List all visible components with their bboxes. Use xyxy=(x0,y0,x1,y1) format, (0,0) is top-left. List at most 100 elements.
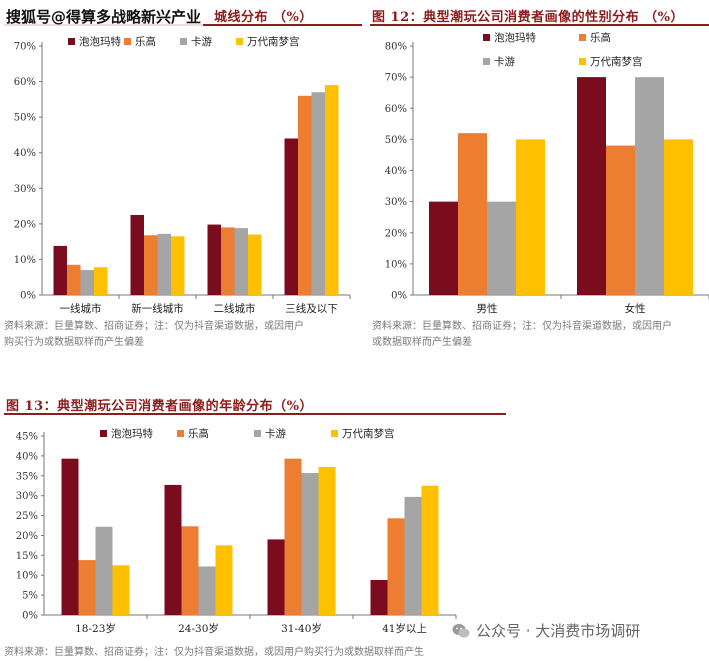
bar-1-4 xyxy=(94,267,108,295)
bar-1-1 xyxy=(429,201,458,295)
x-category-label: 女性 xyxy=(625,302,646,315)
legend-swatch xyxy=(177,430,184,437)
legend-label: 乐高 xyxy=(590,31,611,44)
y-tick-label: 0% xyxy=(20,291,36,302)
y-tick-label: 50% xyxy=(385,135,407,146)
bar-3-2 xyxy=(221,227,235,295)
legend-swatch xyxy=(579,34,586,41)
bar-4-2 xyxy=(387,518,405,615)
city-tier-chart: 0% 10% 20% 30% 40% 50% 60% 70% 一线城市 新一线城市 二线城市 三线及以… xyxy=(14,35,351,315)
legend-label: 卡游 xyxy=(494,55,515,68)
panel2-title: 图 12：典型潮玩公司消费者画像的性别分布 （%） xyxy=(372,10,684,25)
legend-label: 卡游 xyxy=(265,427,286,440)
bar-3-4 xyxy=(318,467,336,615)
bar-4-4 xyxy=(421,485,439,615)
y-tick-label: 70% xyxy=(385,73,407,84)
legend-swatch xyxy=(254,430,261,437)
y-tick-label: 25% xyxy=(16,511,38,522)
y-tick-label: 15% xyxy=(16,551,38,562)
legend-label: 万代南梦宫 xyxy=(590,55,643,68)
bar-3-1 xyxy=(207,224,221,295)
legend-swatch xyxy=(236,38,243,45)
y-tick-label: 60% xyxy=(14,77,36,88)
bar-2-1 xyxy=(164,484,182,615)
y-tick-label: 0% xyxy=(22,611,38,622)
bar-2-4 xyxy=(171,236,185,295)
bar-2-1 xyxy=(130,214,144,295)
x-category-label: 31-40岁 xyxy=(281,622,322,635)
panel2-source-line1: 资料来源：巨量算数、招商证券；注：仅为抖音渠道数据，或因用户 xyxy=(372,321,672,332)
bar-2-1 xyxy=(577,77,606,295)
panel2-title-rule xyxy=(370,24,709,26)
legend-swatch xyxy=(483,58,490,65)
y-tick-label: 10% xyxy=(16,571,38,582)
x-category-label: 三线及以下 xyxy=(285,302,338,315)
panel1-source-line1: 资料来源：巨量算数、招商证券；注：仅为抖音渠道数据，或因用户 xyxy=(4,321,304,332)
bar-4-1 xyxy=(370,579,388,615)
y-tick-label: 45% xyxy=(16,432,38,443)
bar-4-4 xyxy=(325,85,339,295)
legend-label: 乐高 xyxy=(188,427,209,440)
bar-3-3 xyxy=(234,228,248,295)
bar-1-1 xyxy=(53,245,67,295)
bar-3-2 xyxy=(284,458,302,615)
bar-1-3 xyxy=(80,270,94,295)
legend-swatch xyxy=(100,430,107,437)
legend-label: 泡泡玛特 xyxy=(79,35,121,48)
wechat-icon xyxy=(452,623,470,638)
panel1-source-line2: 购买行为或数据取样而产生偏差 xyxy=(4,337,144,348)
panel3-source-line1: 资料来源：巨量算数、招商证券；注：仅为抖音渠道数据，或因用户购买行为或数据取样而… xyxy=(4,647,424,658)
age-chart: 0% 5% 10% 15% 20% 25% 30% 35% 40% 45% 18-23岁 24-30岁… xyxy=(16,427,457,635)
y-tick-label: 70% xyxy=(14,42,36,53)
bar-4-3 xyxy=(404,496,422,615)
x-category-label: 新一线城市 xyxy=(131,302,184,315)
legend-swatch xyxy=(483,34,490,41)
legend-swatch xyxy=(579,58,586,65)
y-tick-label: 50% xyxy=(14,113,36,124)
watermark-bottom: 公众号 · 大消费市场调研 xyxy=(452,620,640,641)
panel2-source-line2: 或数据取样而产生偏差 xyxy=(372,337,472,348)
panel1-title: 城线分布 （%） xyxy=(214,10,313,25)
bar-3-3 xyxy=(301,472,319,615)
bar-1-1 xyxy=(61,458,79,615)
legend-label: 乐高 xyxy=(135,35,156,48)
y-tick-label: 0% xyxy=(391,291,407,302)
bar-4-2 xyxy=(298,95,312,295)
x-category-label: 一线城市 xyxy=(60,302,102,315)
bar-1-4 xyxy=(516,139,545,295)
y-tick-label: 40% xyxy=(14,148,36,159)
y-tick-label: 60% xyxy=(385,104,407,115)
x-category-label: 18-23岁 xyxy=(75,622,116,635)
y-tick-label: 40% xyxy=(385,166,407,177)
legend-swatch xyxy=(68,38,75,45)
panel1-source: 资料来源：巨量算数、招商证券；注：仅为抖音渠道数据，或因用户 购买行为或数据取样… xyxy=(4,319,364,351)
bar-2-2 xyxy=(144,235,158,295)
legend-label: 泡泡玛特 xyxy=(494,31,536,44)
bar-2-2 xyxy=(181,526,199,615)
bar-3-1 xyxy=(267,539,285,615)
watermark-bottom-text: 公众号 · 大消费市场调研 xyxy=(476,622,641,640)
legend-label: 泡泡玛特 xyxy=(111,427,153,440)
y-tick-label: 5% xyxy=(22,591,38,602)
y-tick-label: 20% xyxy=(16,531,38,542)
legend-swatch xyxy=(331,430,338,437)
bar-2-4 xyxy=(664,139,693,295)
y-tick-label: 20% xyxy=(14,219,36,230)
legend-swatch xyxy=(180,38,187,45)
panel3-title-rule xyxy=(4,413,506,415)
legend-label: 卡游 xyxy=(191,35,212,48)
y-tick-label: 30% xyxy=(385,197,407,208)
bar-2-4 xyxy=(215,545,233,615)
y-tick-label: 80% xyxy=(385,42,407,53)
bar-1-3 xyxy=(95,526,113,615)
panel3-source: 资料来源：巨量算数、招商证券；注：仅为抖音渠道数据，或因用户购买行为或数据取样而… xyxy=(4,645,504,661)
panel2-source: 资料来源：巨量算数、招商证券；注：仅为抖音渠道数据，或因用户 或数据取样而产生偏… xyxy=(372,319,709,351)
bar-2-3 xyxy=(157,233,171,295)
x-category-label: 24-30岁 xyxy=(178,622,219,635)
bar-1-4 xyxy=(112,565,130,615)
bar-2-2 xyxy=(606,145,635,295)
x-category-label: 41岁以上 xyxy=(382,622,427,635)
bar-1-2 xyxy=(458,133,487,295)
bar-2-3 xyxy=(198,566,216,615)
